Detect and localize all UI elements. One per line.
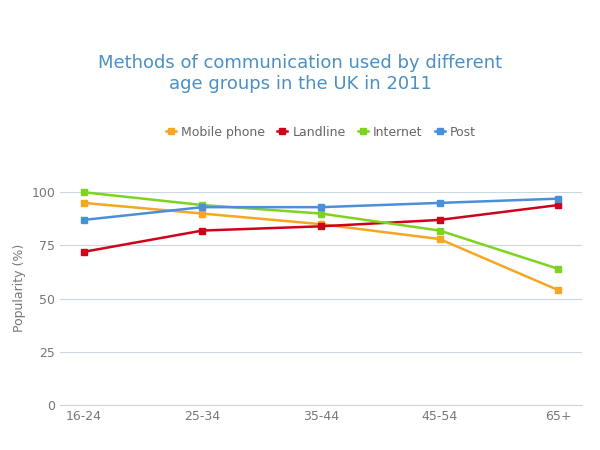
Line: Landline: Landline bbox=[80, 202, 562, 255]
Mobile phone bbox=[80, 200, 88, 206]
Post bbox=[317, 204, 325, 210]
Y-axis label: Popularity (%): Popularity (%) bbox=[13, 244, 26, 332]
Post bbox=[436, 200, 443, 206]
Mobile phone bbox=[199, 211, 206, 216]
Internet bbox=[80, 189, 88, 195]
Landline bbox=[436, 217, 443, 223]
Line: Post: Post bbox=[80, 195, 562, 223]
Internet bbox=[554, 266, 562, 271]
Landline bbox=[199, 228, 206, 233]
Line: Mobile phone: Mobile phone bbox=[80, 199, 562, 293]
Landline bbox=[80, 249, 88, 255]
Post bbox=[199, 204, 206, 210]
Post bbox=[80, 217, 88, 223]
Internet bbox=[436, 228, 443, 233]
Internet bbox=[199, 202, 206, 208]
Mobile phone bbox=[554, 288, 562, 293]
Mobile phone bbox=[436, 236, 443, 242]
Internet bbox=[317, 211, 325, 216]
Post bbox=[554, 196, 562, 201]
Mobile phone bbox=[317, 221, 325, 227]
Text: Methods of communication used by different
age groups in the UK in 2011: Methods of communication used by differe… bbox=[98, 54, 502, 93]
Legend: Mobile phone, Landline, Internet, Post: Mobile phone, Landline, Internet, Post bbox=[166, 126, 476, 139]
Landline bbox=[554, 202, 562, 208]
Landline bbox=[317, 224, 325, 229]
Line: Internet: Internet bbox=[80, 189, 562, 272]
